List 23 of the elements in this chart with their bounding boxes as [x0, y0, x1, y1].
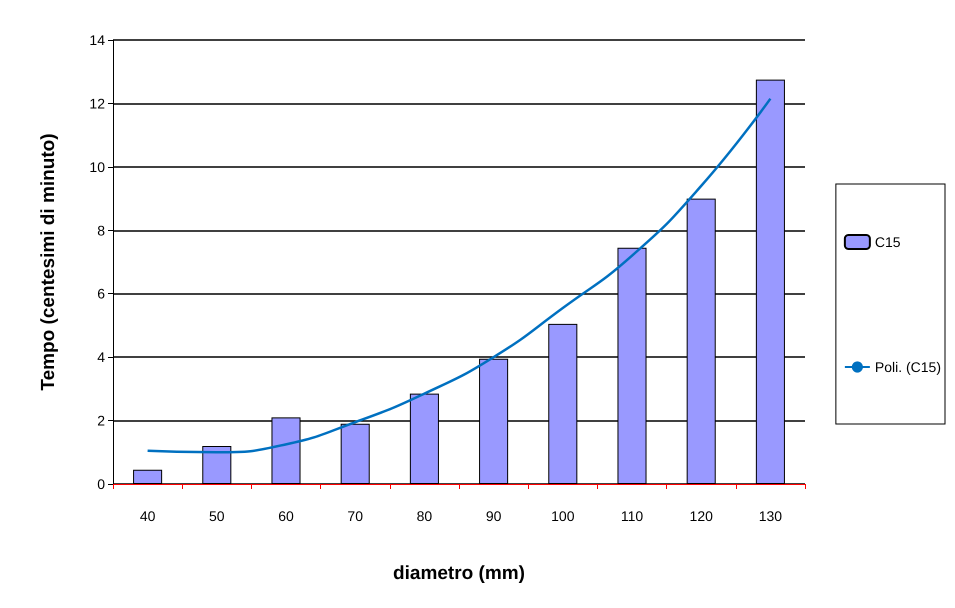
x-tick-label: 110 — [620, 508, 644, 524]
y-tick-label: 4 — [97, 349, 106, 366]
x-tick-label: 80 — [416, 508, 432, 524]
x-axis-title: diametro (mm) — [393, 563, 525, 584]
y-tick-label: 0 — [97, 476, 106, 492]
y-tick-label: 2 — [97, 412, 106, 429]
y-tick-label: 6 — [97, 286, 106, 302]
x-tick-label: 90 — [486, 508, 502, 524]
y-tick-label: 8 — [97, 222, 106, 238]
x-tick-label: 50 — [209, 508, 225, 524]
x-tick-label: 120 — [690, 508, 714, 524]
legend-label: C15 — [874, 234, 901, 250]
x-tick-label: 100 — [551, 508, 575, 524]
y-tick-label: 10 — [89, 158, 106, 175]
x-tick-label: 60 — [278, 508, 294, 524]
line-series — [146, 97, 772, 454]
legend-label: Poli. (C15) — [874, 359, 942, 375]
x-tick-label: 70 — [347, 508, 364, 524]
y-axis-title: Tempo (centesimi di minuto) — [38, 133, 59, 391]
y-tick-label: 12 — [89, 95, 106, 112]
y-tick-label: 14 — [89, 32, 106, 48]
x-tick-label: 130 — [758, 508, 782, 524]
x-tick-label: 40 — [140, 508, 156, 524]
